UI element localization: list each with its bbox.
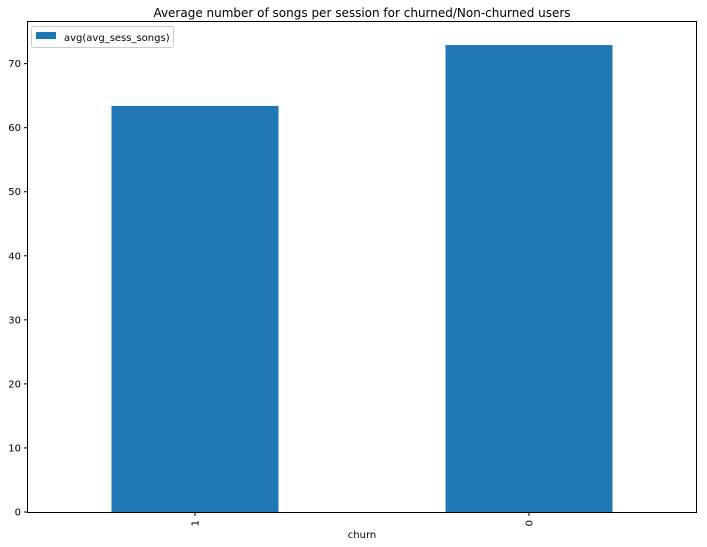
- bar-1: [111, 105, 279, 512]
- legend-label: avg(avg_sess_songs): [64, 33, 170, 44]
- y-tick-label: 30: [8, 315, 21, 326]
- y-tick-label: 50: [8, 187, 21, 198]
- y-tick-label: 70: [8, 59, 21, 70]
- y-axis: 0 10 20 30 40 50 60 70: [8, 59, 28, 519]
- bar-0: [445, 45, 613, 513]
- y-tick-label: 10: [8, 443, 21, 454]
- x-tick-label: 1: [191, 520, 202, 526]
- x-tick-label: 0: [525, 520, 536, 526]
- y-tick-label: 0: [15, 508, 21, 519]
- legend: avg(avg_sess_songs): [31, 26, 174, 48]
- x-axis-label: churn: [348, 530, 376, 541]
- y-tick-label: 40: [8, 251, 21, 262]
- legend-swatch: [36, 32, 56, 39]
- legend-box: [31, 26, 174, 48]
- y-tick-label: 60: [8, 123, 21, 134]
- bars-group: [111, 45, 613, 513]
- plot-frame: [27, 21, 697, 513]
- chart-title: Average number of songs per session for …: [153, 6, 570, 20]
- y-tick-label: 20: [8, 379, 21, 390]
